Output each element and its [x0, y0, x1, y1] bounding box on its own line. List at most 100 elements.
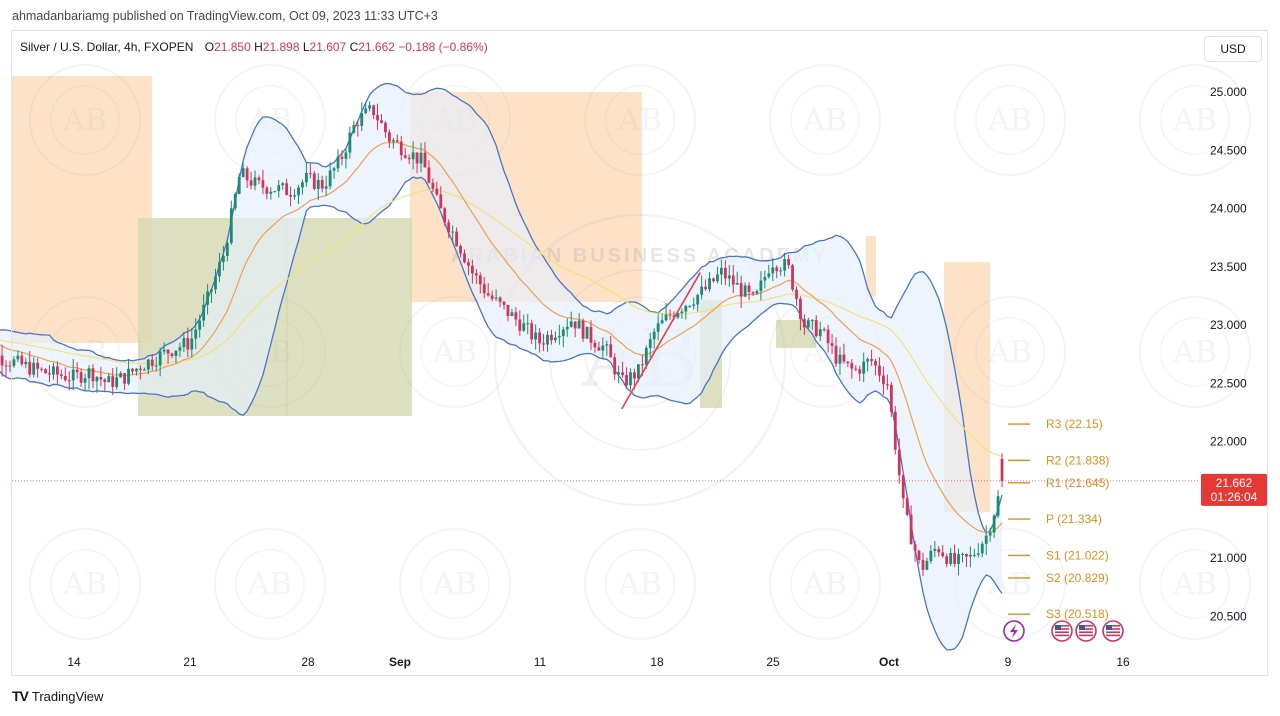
- candle-body: [565, 326, 569, 330]
- candle-body: [127, 368, 130, 384]
- tradingview-brand[interactable]: TV TradingView: [12, 688, 103, 704]
- candle-body: [427, 167, 431, 183]
- pivot-label: R1 (21.645): [1046, 476, 1109, 490]
- candle-body: [676, 313, 680, 318]
- candle: [965, 553, 968, 567]
- candle-body: [158, 351, 162, 366]
- candle: [921, 552, 925, 577]
- candle: [178, 342, 182, 357]
- candle: [783, 252, 787, 277]
- candle-body: [656, 323, 660, 332]
- candle-body: [162, 349, 166, 352]
- seal-ring: [584, 528, 696, 640]
- candle-body: [700, 286, 704, 295]
- candle-body: [803, 319, 806, 328]
- candle-body: [423, 152, 427, 168]
- candle: [281, 182, 285, 190]
- candle: [427, 160, 431, 184]
- flag-canton: [1106, 625, 1112, 630]
- candle: [150, 354, 154, 371]
- candle: [482, 277, 486, 299]
- candle-body: [830, 343, 834, 346]
- candle-body: [858, 369, 862, 374]
- candle: [103, 378, 107, 392]
- candle-body: [640, 364, 644, 366]
- event-bolt-shape: [1010, 624, 1018, 638]
- seal-monogram: AB: [617, 567, 662, 602]
- candle-body: [135, 368, 138, 372]
- candle: [435, 181, 439, 197]
- candle: [451, 225, 455, 244]
- candle-body: [573, 321, 577, 329]
- pivot-level-r1: R1 (21.645): [1008, 476, 1109, 490]
- candle: [858, 365, 862, 382]
- candle-body: [301, 182, 304, 188]
- candle: [391, 137, 395, 149]
- seal-ring: [29, 64, 141, 176]
- candle: [474, 269, 478, 284]
- candle: [403, 147, 407, 159]
- seal-inner-ring: [50, 85, 120, 155]
- candle: [759, 271, 763, 301]
- candle: [893, 406, 897, 455]
- candle: [530, 319, 534, 344]
- candle: [720, 259, 723, 285]
- candle-body: [723, 267, 727, 279]
- candle-body: [419, 152, 423, 164]
- price-axis[interactable]: 25.000 24.500 24.000 23.500 23.000 22.500 22.0…: [1210, 85, 1247, 623]
- pivot-label: R3 (22.15): [1046, 417, 1103, 431]
- seal-monogram: AB: [1172, 567, 1217, 602]
- candle: [593, 339, 597, 353]
- candle: [237, 173, 241, 195]
- price-tick-label: 21.000: [1210, 551, 1247, 565]
- candle: [372, 104, 375, 120]
- candle-body: [779, 270, 783, 272]
- close-label: C: [349, 40, 359, 54]
- symbol-title[interactable]: Silver / U.S. Dollar, 4h, FXOPEN: [20, 40, 194, 54]
- candle: [565, 318, 569, 337]
- pivot-label: P (21.334): [1046, 512, 1102, 526]
- candle: [0, 344, 4, 377]
- candle: [601, 337, 605, 359]
- candle-body: [526, 323, 530, 325]
- event-icons[interactable]: [1003, 620, 1124, 642]
- candle-body: [929, 550, 933, 561]
- candle: [316, 173, 320, 201]
- flag-stripe: [1079, 634, 1093, 637]
- candle-body: [233, 193, 237, 209]
- candle-body: [237, 176, 241, 194]
- candle-body: [459, 245, 462, 254]
- time-tick-label: Sep: [389, 655, 411, 669]
- candle: [261, 169, 265, 195]
- candle: [273, 190, 277, 193]
- candle: [945, 553, 949, 568]
- candle: [937, 546, 941, 557]
- candle-body: [961, 553, 964, 555]
- candle-body: [716, 274, 719, 282]
- candle-body: [969, 555, 972, 557]
- candle-body: [878, 365, 881, 376]
- candle-body: [384, 122, 387, 133]
- flag-stripe: [1055, 634, 1069, 637]
- seal-monogram: AB: [1172, 335, 1217, 370]
- pivot-label: S2 (20.829): [1046, 571, 1109, 585]
- candle-body: [107, 376, 111, 383]
- candle-body: [328, 170, 332, 187]
- candle-body: [767, 273, 771, 277]
- open-value: 21.850: [214, 40, 251, 54]
- candle: [40, 367, 43, 372]
- currency-button[interactable]: USD: [1204, 36, 1262, 62]
- candle: [743, 282, 747, 298]
- candle-body: [554, 337, 557, 341]
- time-axis[interactable]: 14 21 28 Sep 11 18 25 Oct 9 16: [67, 655, 1130, 669]
- candle-body: [395, 140, 399, 142]
- time-tick-label: 16: [1116, 655, 1130, 669]
- trend-line[interactable]: [621, 272, 701, 410]
- seal-monogram: AB: [802, 103, 847, 138]
- candle: [514, 307, 518, 326]
- candle: [494, 289, 498, 302]
- flag-canton: [1055, 625, 1061, 630]
- candle: [870, 349, 873, 366]
- candle: [368, 101, 372, 112]
